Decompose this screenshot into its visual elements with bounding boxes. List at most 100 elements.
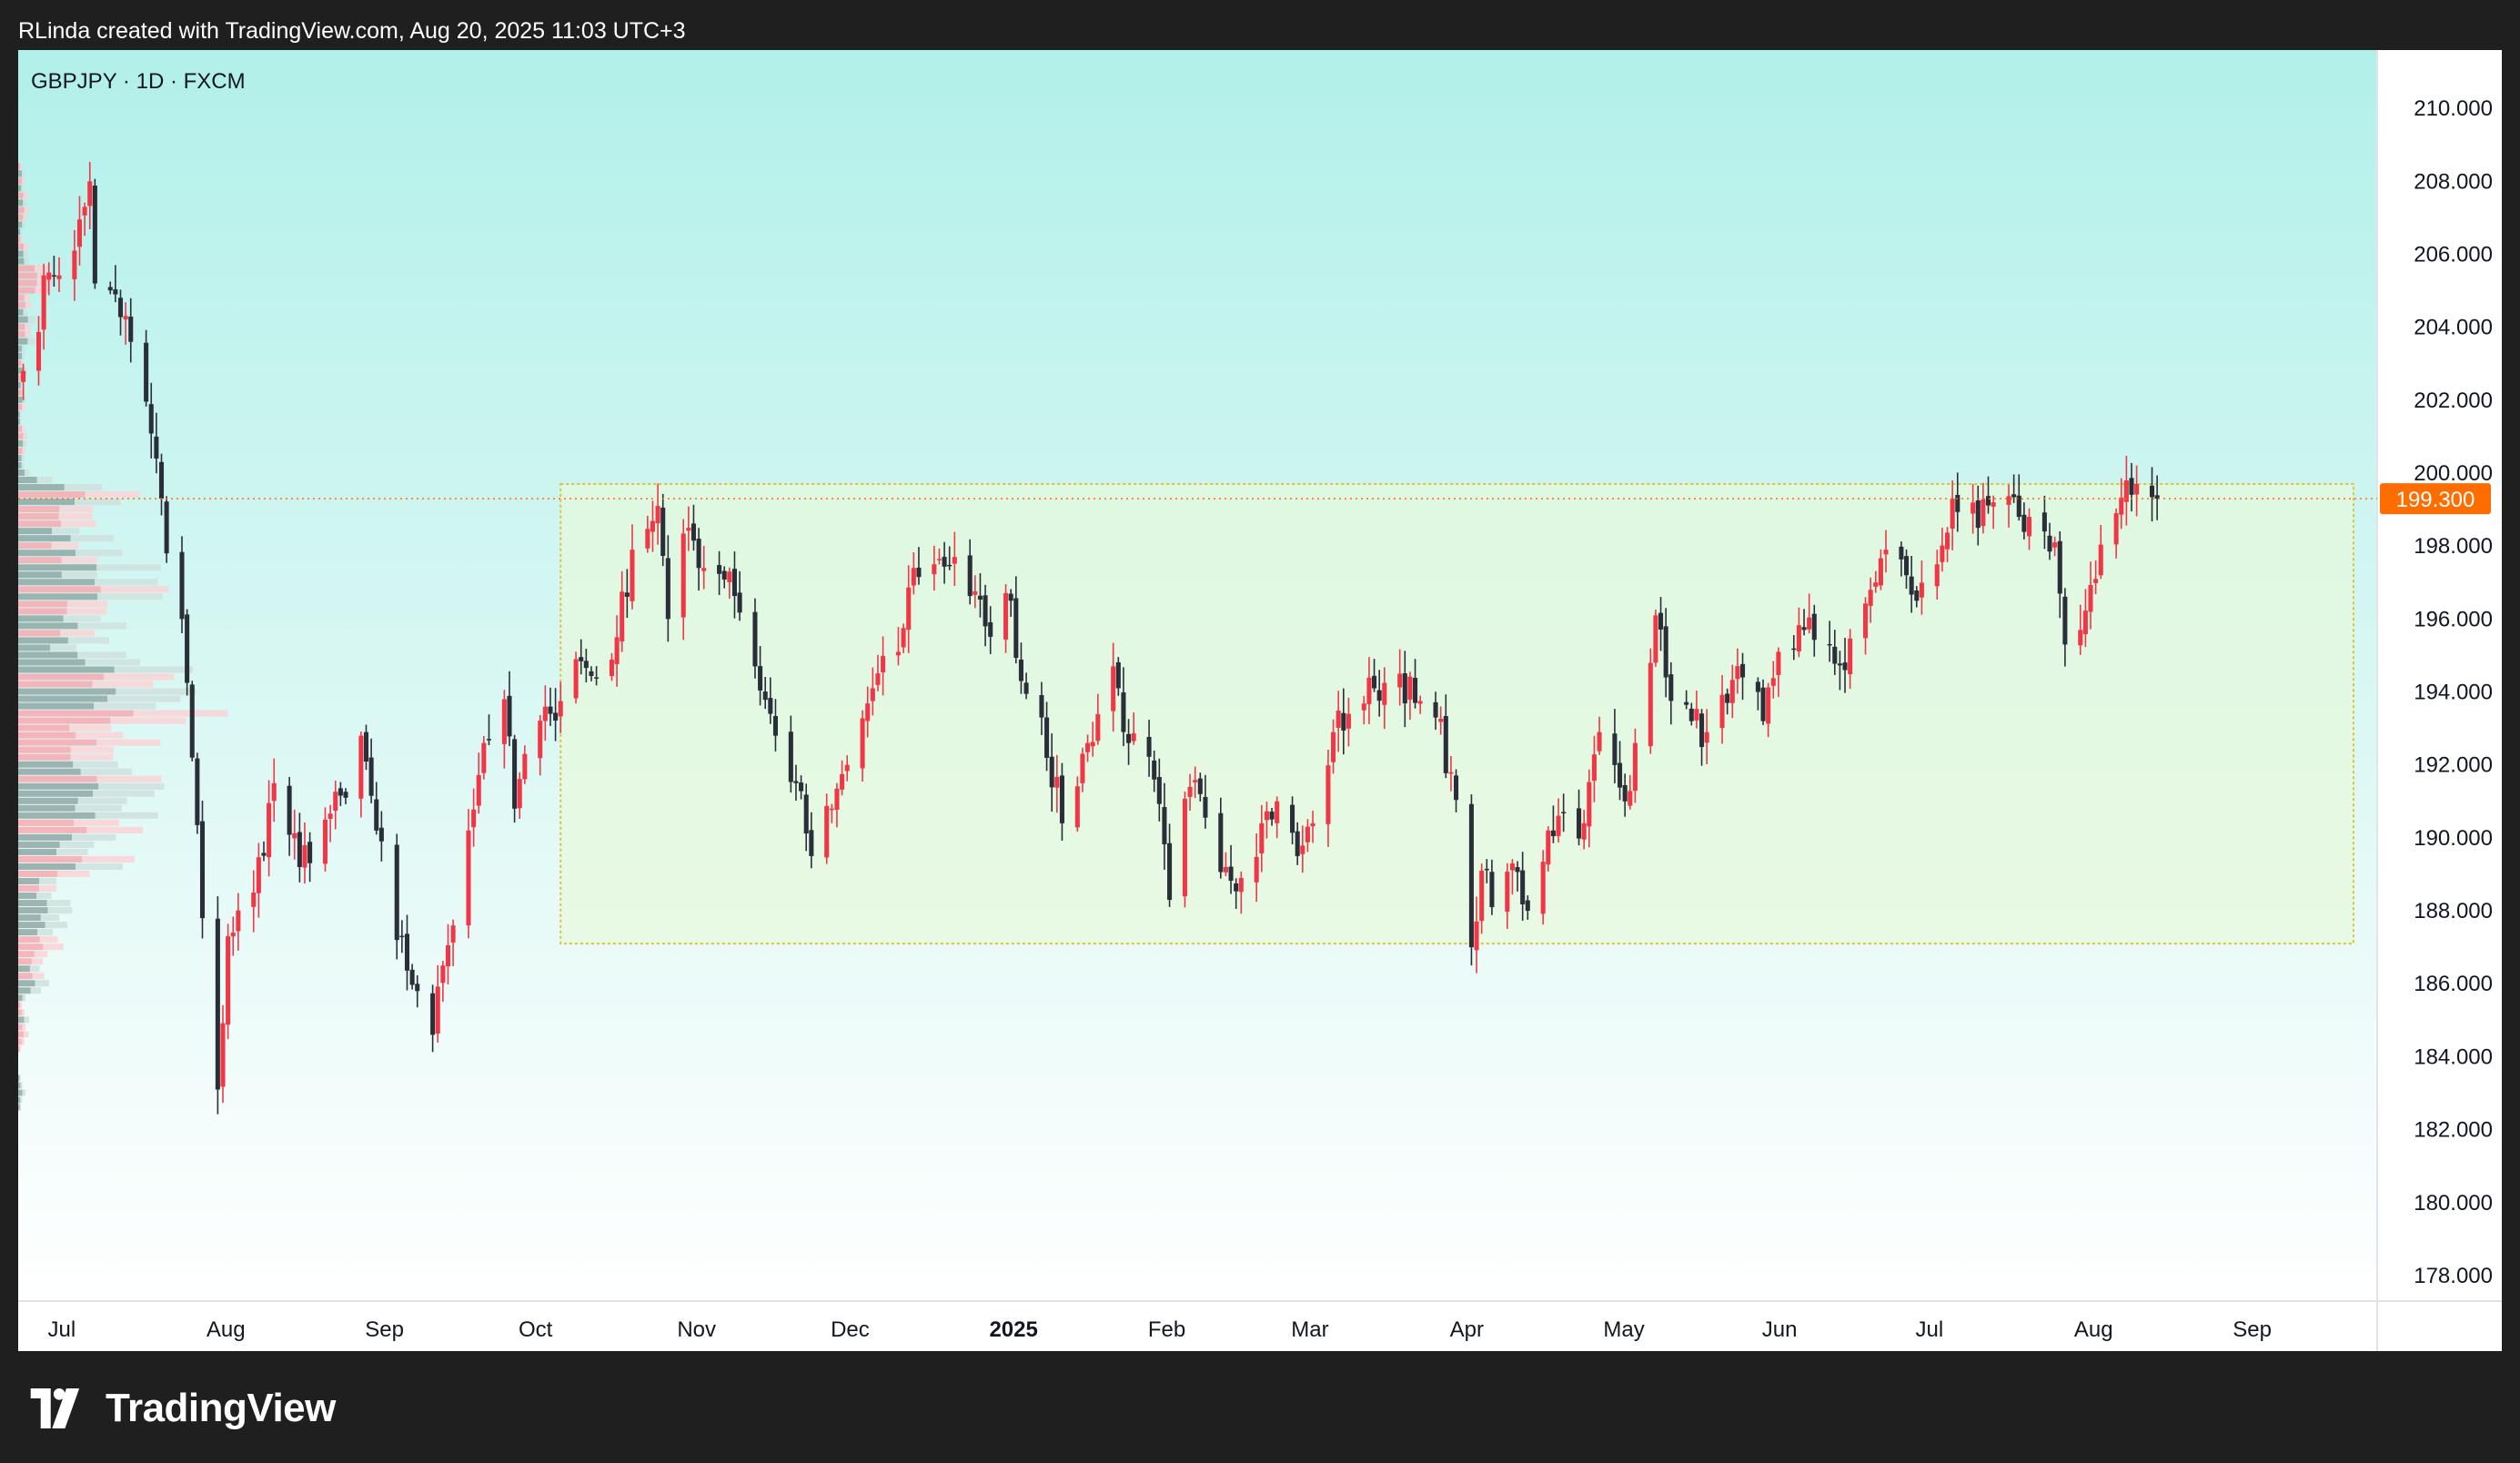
tradingview-wordmark: TradingView (106, 1386, 336, 1430)
volume-profile-bar (18, 761, 74, 768)
candle-body (2041, 512, 2047, 532)
candle-body (1934, 564, 1940, 587)
candle-body (409, 969, 415, 985)
candle-body (573, 659, 579, 699)
candle-body (267, 802, 272, 858)
candle-body (1944, 532, 1950, 550)
volume-profile-bar (57, 870, 90, 877)
volume-profile-bar (18, 272, 37, 279)
volume-profile-bar (18, 702, 95, 710)
volume-profile-bar (18, 973, 33, 980)
candle-body (230, 933, 236, 937)
candle-body (1468, 803, 1474, 948)
candle-body (977, 595, 983, 600)
volume-profile-bar (18, 491, 86, 499)
volume-profile-bar (18, 410, 20, 418)
candle-body (758, 666, 763, 691)
candle-body (363, 732, 369, 762)
time-tick-label: Oct (519, 1317, 553, 1342)
volume-profile-bar (18, 214, 24, 221)
candle-body (1903, 556, 1910, 576)
volume-profile-bar (18, 432, 24, 439)
candle-body (1074, 786, 1080, 828)
volume-profile-bar (18, 688, 116, 695)
candle-body (1433, 701, 1438, 718)
candle-body (660, 507, 666, 556)
volume-profile-bar (18, 418, 20, 425)
candle-body (148, 404, 154, 434)
volume-profile-bar (24, 294, 30, 301)
candle-body (1540, 862, 1546, 914)
volume-profile-bar (19, 1075, 21, 1082)
volume-profile-bar (18, 301, 25, 308)
volume-profile-bar (35, 980, 49, 987)
candle-body (2016, 495, 2021, 518)
candle-body (2062, 596, 2068, 645)
candle-body (1131, 733, 1136, 742)
volume-profile-bar (20, 236, 23, 243)
volume-profile-bar (56, 848, 88, 855)
price-tick-label: 202.000 (2414, 388, 2493, 413)
volume-profile-bar (46, 900, 71, 907)
candles-layer (21, 161, 2160, 1115)
candle-body (1899, 546, 1904, 560)
candle-body (185, 614, 190, 683)
candle-body (870, 688, 875, 701)
volume-profile-bar (18, 900, 47, 907)
candle-body (2082, 610, 2088, 634)
volume-profile-bar (18, 207, 25, 214)
volume-profile-bar (18, 775, 97, 782)
candle-body (1080, 753, 1085, 783)
volume-profile-bar (18, 279, 37, 287)
candle-body (1228, 866, 1234, 882)
candle-body (445, 944, 451, 967)
candle-body (1628, 791, 1633, 806)
volume-profile-bar (18, 461, 22, 469)
volume-profile-bar (18, 564, 97, 571)
candle-body (2154, 495, 2160, 499)
volume-profile-bar (25, 301, 32, 308)
volume-profile-bar (24, 1016, 30, 1024)
candle-body (1182, 798, 1187, 897)
volume-profile-bar (18, 600, 68, 608)
candle-body (594, 677, 600, 679)
volume-profile-bar (18, 855, 83, 863)
volume-profile-bar (18, 826, 87, 833)
volume-profile-bar (19, 418, 22, 425)
candle-body (1095, 713, 1101, 742)
price-tick-label: 194.000 (2414, 681, 2493, 705)
tradingview-logo[interactable]: TradingView (18, 1381, 336, 1436)
candle-body (1018, 659, 1023, 681)
volume-profile-bar (20, 1002, 23, 1009)
candle-body (701, 568, 707, 571)
candle-body (251, 893, 257, 907)
candle-body (906, 587, 912, 631)
volume-profile-bar (18, 644, 51, 651)
volume-profile-bar (18, 841, 60, 848)
volume-profile-bar (18, 484, 65, 491)
volume-profile-bar (61, 557, 97, 564)
candle-body (901, 628, 906, 648)
candle-body (1310, 822, 1315, 827)
volume-profile-bar (18, 994, 23, 1002)
volume-profile-bar (18, 833, 73, 841)
volume-profile-bar (114, 666, 194, 673)
time-tick-label: May (1603, 1317, 1644, 1342)
price-tick-label: 210.000 (2414, 96, 2493, 121)
candle-body (368, 757, 374, 796)
chart-credit-header: RLinda created with TradingView.com, Aug… (18, 18, 686, 44)
candle-body (1729, 680, 1735, 703)
candle-body (1704, 732, 1709, 743)
candle-body (680, 533, 686, 618)
volume-profile-bar (18, 681, 93, 688)
candle-body (1269, 812, 1275, 820)
volume-profile-bar (23, 367, 27, 374)
candlestick-chart[interactable]: 210.000 208.000 206.000 204.000 202.000 200.0… (0, 0, 2520, 1365)
candle-body (553, 712, 559, 721)
candle-body (435, 986, 440, 1034)
candle-body (1622, 784, 1628, 802)
candle-body (1115, 661, 1121, 689)
volume-profile-bar (24, 207, 30, 214)
volume-profile-bar (95, 812, 158, 819)
volume-profile-bar (18, 922, 45, 929)
